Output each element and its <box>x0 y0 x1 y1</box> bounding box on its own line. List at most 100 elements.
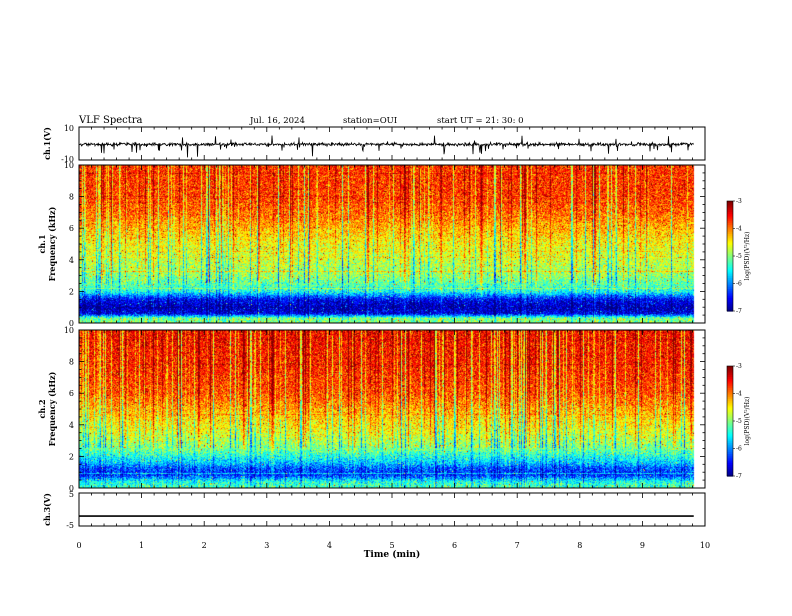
colorbar-swatch <box>727 298 733 301</box>
colorbar-swatch <box>727 433 733 437</box>
colorbar-swatch <box>727 422 733 426</box>
colorbar-swatch <box>727 391 733 395</box>
colorbar-swatch <box>727 270 733 274</box>
colorbar-swatch <box>727 232 733 235</box>
colorbar-swatch <box>727 378 733 382</box>
ch1-waveform-ylabel: ch.1(V) <box>42 127 52 160</box>
colorbar-swatch <box>727 444 733 448</box>
colorbar-swatch <box>727 272 733 275</box>
colorbar-swatch <box>727 441 733 444</box>
colorbar-swatch <box>727 301 733 305</box>
ch3-ytick-bottom: -5 <box>66 521 74 530</box>
colorbar-label: log(PSD)(V²/Hz) <box>744 397 751 446</box>
colorbar-swatch <box>727 377 733 380</box>
colorbar-swatch <box>727 448 733 451</box>
colorbar-swatch <box>727 208 733 211</box>
colorbar-swatch <box>727 457 733 461</box>
colorbar-swatch <box>727 213 733 217</box>
colorbar-swatch <box>727 380 733 384</box>
colorbar-swatch <box>727 465 733 468</box>
ch1-spectrogram-ylabel-frequency: Frequency (kHz) <box>47 206 57 281</box>
colorbar-swatch <box>727 454 733 457</box>
colorbar-swatch <box>727 252 733 255</box>
colorbar-swatch <box>727 428 733 431</box>
time-axis-label: Time (min) <box>364 549 421 560</box>
colorbar-tick-label: -3 <box>736 363 742 370</box>
colorbar-swatch <box>727 283 733 286</box>
colorbar-swatch <box>727 382 733 385</box>
colorbar-swatch <box>727 400 733 404</box>
colorbar-swatch <box>727 424 733 428</box>
colorbar-swatch <box>727 389 733 393</box>
colorbar-swatch <box>727 292 733 296</box>
colorbar-label: log(PSD)(V²/Hz) <box>744 232 751 281</box>
colorbar-swatch <box>727 303 733 307</box>
colorbar-swatch <box>727 443 733 446</box>
colorbar-swatch <box>727 224 733 228</box>
ch2-colorbar: -3 -4 -5 -6 -7 log(PSD)(V²/Hz) <box>726 363 751 480</box>
colorbar-swatch <box>727 402 733 406</box>
time-tick-label: 4 <box>327 541 332 550</box>
time-tick-label: 10 <box>700 541 710 550</box>
colorbar-swatch <box>727 217 733 220</box>
colorbar-tick-label: -6 <box>736 281 742 288</box>
ch1-ytick-top: 10 <box>64 124 74 133</box>
ch2-spectrogram-ylabel-channel: ch.2 <box>37 399 47 418</box>
colorbar-tick-label: -7 <box>736 308 742 315</box>
colorbar-swatch <box>727 259 733 263</box>
freq-tick-label: 10 <box>64 161 74 170</box>
colorbar-swatch <box>727 223 733 226</box>
time-tick-label: 1 <box>139 541 144 550</box>
colorbar-swatch <box>727 276 733 279</box>
colorbar-swatch <box>727 395 733 398</box>
colorbar-swatch <box>727 309 733 312</box>
freq-tick-label: 2 <box>69 452 74 461</box>
colorbar-swatch <box>727 411 733 415</box>
date-label: Jul. 16, 2024 <box>249 116 305 126</box>
station-label: station=OUI <box>343 116 397 126</box>
freq-tick-label: 0 <box>69 484 74 493</box>
colorbar-swatch <box>727 307 733 310</box>
freq-tick-label: 10 <box>64 326 74 335</box>
colorbar-swatch <box>727 432 733 435</box>
colorbar-swatch <box>727 221 733 224</box>
freq-tick-label: 6 <box>69 389 74 398</box>
ch1-spectrogram-yticks: 0 2 4 6 8 10 <box>64 161 705 328</box>
colorbar-swatch <box>727 294 733 297</box>
colorbar-swatch <box>727 450 733 453</box>
freq-tick-label: 2 <box>69 287 74 296</box>
colorbar-swatch <box>727 305 733 308</box>
colorbar-swatch <box>727 219 733 222</box>
colorbar-swatch <box>727 367 733 371</box>
ch1-spectrogram-holder <box>79 165 705 323</box>
ch2-spectrogram-panel: 0 2 4 6 8 10 ch.2 Frequency (kHz) -3 -4 -5 -6 -7 l… <box>37 326 751 493</box>
colorbar-swatch <box>727 399 733 402</box>
colorbar-swatch <box>727 281 733 285</box>
colorbar-swatch <box>727 267 733 270</box>
figure-title: VLF Spectra <box>78 115 143 126</box>
colorbar-swatch <box>727 388 733 391</box>
colorbar-swatch <box>727 228 733 231</box>
colorbar-swatch <box>727 246 733 250</box>
ch3-ytick-top: 5 <box>69 490 74 499</box>
time-tick-label: 7 <box>515 541 520 550</box>
colorbar-swatch <box>727 265 733 268</box>
colorbar-swatch <box>727 285 733 288</box>
colorbar-swatch <box>727 234 733 237</box>
time-axis-tick-labels: 0 1 2 3 4 5 6 7 8 9 10 <box>76 541 710 550</box>
colorbar-swatch <box>727 461 733 464</box>
colorbar-tick-label: -5 <box>736 253 742 260</box>
colorbar-swatch <box>727 248 733 252</box>
colorbar-swatch <box>727 397 733 400</box>
colorbar-tick-label: -4 <box>736 226 742 233</box>
colorbar-swatch <box>727 212 733 215</box>
freq-tick-label: 6 <box>69 224 74 233</box>
colorbar-swatch <box>727 435 733 439</box>
start-time-label: start UT = 21: 30: 0 <box>437 116 524 126</box>
colorbar-swatch <box>727 373 733 376</box>
ch1-colorbar: -3 -4 -5 -6 -7 log(PSD)(V²/Hz) <box>726 198 751 315</box>
colorbar-tick-label: -4 <box>736 391 742 398</box>
colorbar-swatch <box>727 384 733 387</box>
colorbar-tick-label: -5 <box>736 418 742 425</box>
